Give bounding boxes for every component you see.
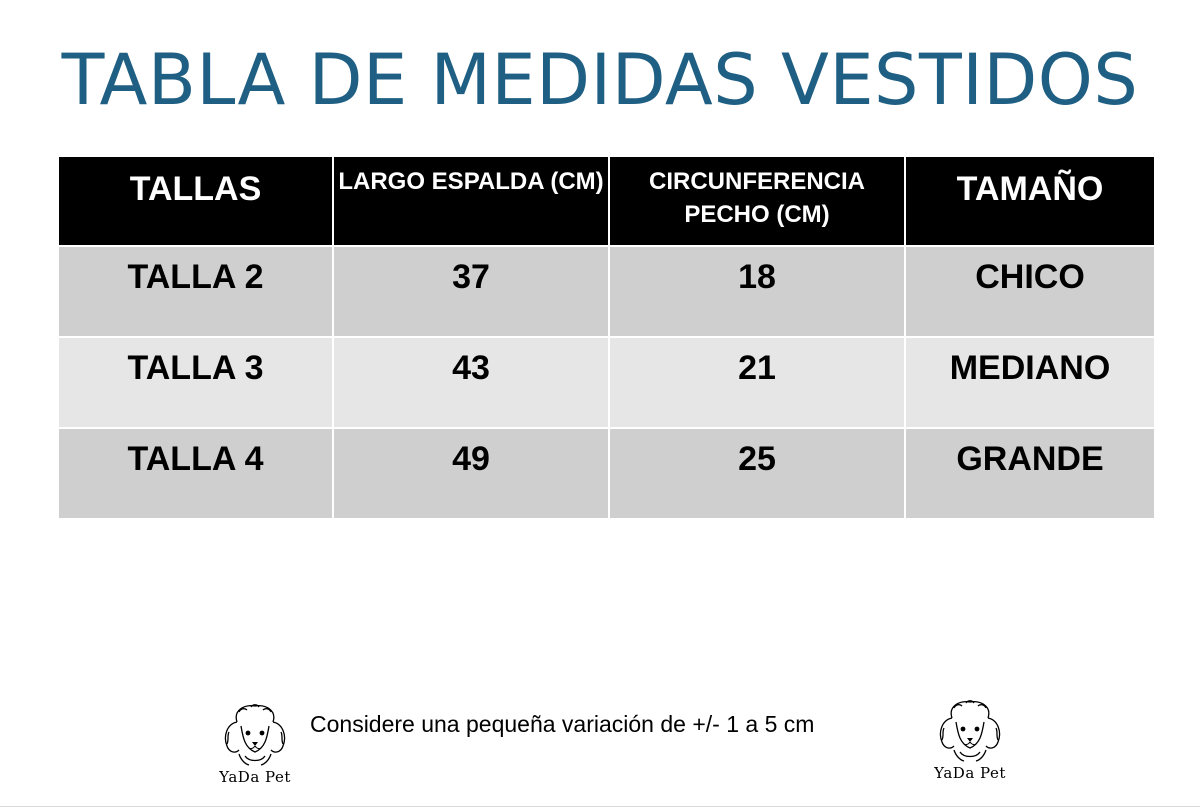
table-header-row: TALLAS LARGO ESPALDA (CM) CIRCUNFERENCIA… — [57, 155, 1156, 247]
header-largo-espalda: LARGO ESPALDA (CM) — [332, 155, 610, 247]
brand-name: YaDa Pet — [219, 768, 291, 786]
table-row: TALLA 4 49 25 GRANDE — [57, 427, 1156, 520]
cell-tamano: MEDIANO — [904, 336, 1156, 429]
variation-note: Considere una pequeña variación de +/- 1… — [310, 711, 815, 737]
cell-circunferencia: 25 — [608, 427, 906, 520]
cell-circunferencia: 21 — [608, 336, 906, 429]
brand-logo-right: YaDa Pet — [925, 698, 1015, 798]
poodle-dog-icon — [224, 704, 286, 766]
table-row: TALLA 3 43 21 MEDIANO — [57, 336, 1156, 429]
page-bottom-divider — [0, 806, 1200, 807]
header-circunferencia-pecho: CIRCUNFERENCIA PECHO (CM) — [608, 155, 906, 247]
cell-largo: 37 — [332, 245, 610, 338]
cell-tamano: CHICO — [904, 245, 1156, 338]
cell-talla: TALLA 3 — [57, 336, 334, 429]
brand-name: YaDa Pet — [934, 764, 1006, 782]
brand-logo-left: YaDa Pet — [210, 702, 300, 802]
cell-largo: 43 — [332, 336, 610, 429]
poodle-dog-icon — [939, 700, 1001, 762]
cell-tamano: GRANDE — [904, 427, 1156, 520]
page-title: TABLA DE MEDIDAS VESTIDOS — [61, 39, 1139, 121]
header-tallas: TALLAS — [57, 155, 334, 247]
cell-largo: 49 — [332, 427, 610, 520]
cell-circunferencia: 18 — [608, 245, 906, 338]
header-tamano: TAMAÑO — [904, 155, 1156, 247]
cell-talla: TALLA 4 — [57, 427, 334, 520]
table-row: TALLA 2 37 18 CHICO — [57, 245, 1156, 338]
cell-talla: TALLA 2 — [57, 245, 334, 338]
size-table: TALLAS LARGO ESPALDA (CM) CIRCUNFERENCIA… — [57, 155, 1156, 520]
